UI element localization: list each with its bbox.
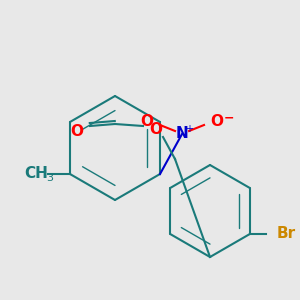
Text: 3: 3	[46, 173, 53, 183]
Text: O: O	[211, 115, 224, 130]
Text: O: O	[140, 115, 154, 130]
Text: +: +	[185, 124, 193, 134]
Text: O: O	[149, 122, 163, 136]
Text: Br: Br	[276, 226, 296, 242]
Text: −: −	[224, 112, 234, 124]
Text: N: N	[176, 127, 188, 142]
Text: CH: CH	[24, 167, 48, 182]
Text: O: O	[70, 124, 83, 139]
